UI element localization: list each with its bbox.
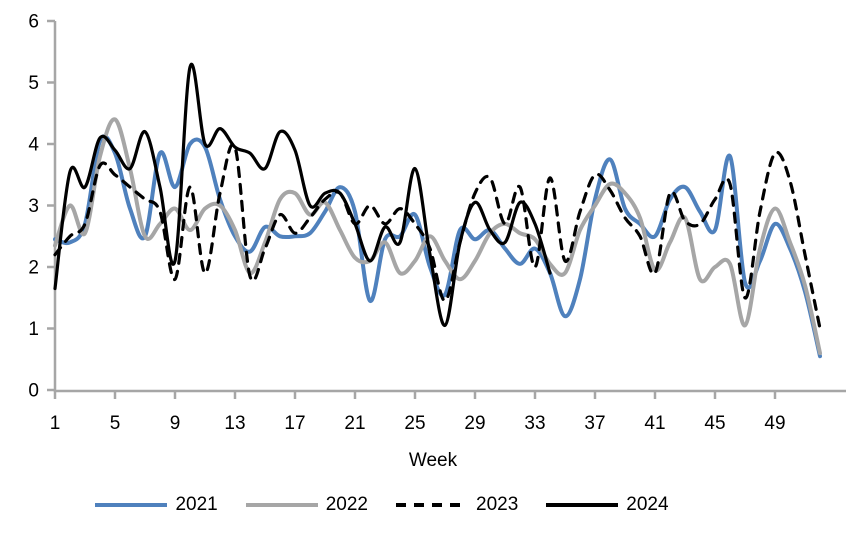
x-tick-label: 45 — [704, 413, 725, 434]
x-tick-label: 21 — [344, 413, 365, 434]
y-tick-label: 6 — [28, 12, 39, 33]
legend-label: 2021 — [175, 494, 218, 515]
x-tick-label: 33 — [524, 413, 545, 434]
legend-line-sample-2024 — [546, 502, 619, 507]
x-axis-title: Week — [409, 450, 458, 471]
y-tick-label: 4 — [28, 135, 39, 156]
legend-item-2024: 2024 — [546, 494, 669, 515]
legend-item-2023: 2023 — [396, 495, 518, 514]
y-tick-label: 3 — [28, 196, 39, 217]
legend-line-sample-2021 — [95, 502, 168, 507]
x-tick-label: 9 — [170, 413, 181, 434]
y-tick-label: 5 — [28, 73, 39, 94]
chart-legend: 2021 2022 2023 2024 — [0, 495, 808, 514]
legend-label: 2023 — [476, 494, 519, 515]
x-tick-label: 37 — [584, 413, 605, 434]
x-tick-label: 5 — [110, 413, 121, 434]
legend-item-2021: 2021 — [95, 494, 218, 515]
y-tick-label: 1 — [28, 319, 39, 340]
y-tick-label: 0 — [28, 381, 39, 402]
series-line-2022 — [53, 117, 822, 356]
x-tick-label: 41 — [644, 413, 665, 434]
y-tick-label: 2 — [28, 258, 39, 279]
x-tick-label: 13 — [224, 413, 245, 434]
legend-line-sample-2022 — [245, 502, 318, 507]
legend-label: 2022 — [325, 494, 368, 515]
legend-line-sample-2023 — [396, 502, 468, 507]
series-line-2024 — [53, 62, 552, 328]
x-tick-label: 17 — [284, 413, 305, 434]
x-tick-label: 49 — [764, 413, 785, 434]
x-tick-label: 1 — [50, 413, 61, 434]
legend-item-2022: 2022 — [245, 494, 368, 515]
legend-label: 2024 — [626, 494, 669, 515]
series-line-2023 — [53, 142, 822, 331]
x-tick-label: 29 — [464, 413, 485, 434]
x-tick-label: 25 — [404, 413, 425, 434]
